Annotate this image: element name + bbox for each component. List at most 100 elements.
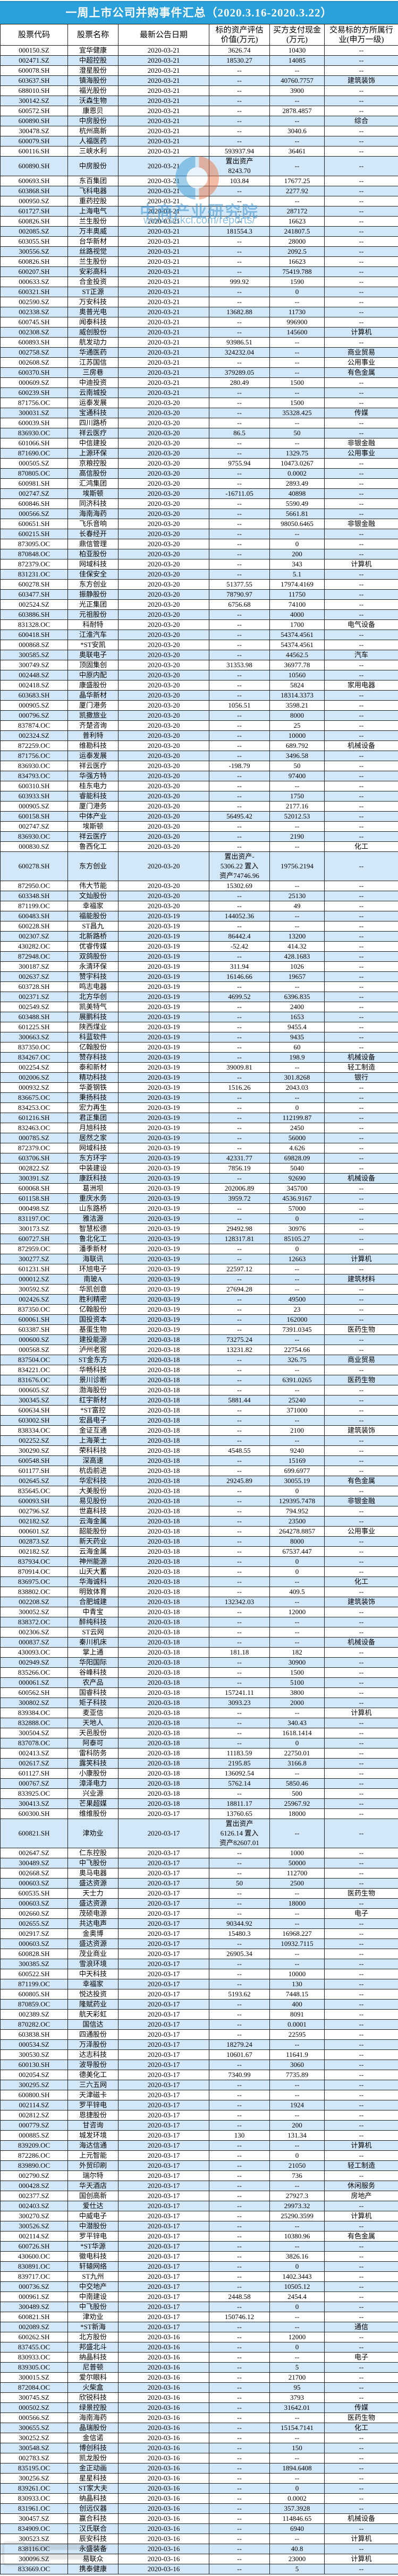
cell-stock-name: 秦川机床 <box>67 1637 118 1648</box>
cell-cash-paid: -- <box>269 1888 325 1899</box>
table-row: 300530.SZ 达志科技 2020-03-17 10601.67 11641.9 -- <box>0 2049 398 2060</box>
cell-announce-date: 2020-03-17 <box>118 1959 209 1969</box>
cell-industry: -- <box>324 418 398 428</box>
cell-announce-date: 2020-03-19 <box>118 1002 209 1012</box>
cell-stock-code: 000150.SZ <box>0 45 68 56</box>
cell-cash-paid: 16623 <box>269 216 325 227</box>
cell-stock-name: 万泽股份 <box>67 2039 118 2050</box>
cell-industry: -- <box>324 720 398 731</box>
cell-stock-name: 中飞股份 <box>67 2302 118 2312</box>
cell-industry: -- <box>324 1022 398 1032</box>
cell-stock-code: 600215.SH <box>0 529 68 539</box>
cell-asset-value: -- <box>209 2493 270 2504</box>
cell-asset-value: -- <box>209 1355 270 1365</box>
cell-announce-date: 2020-03-20 <box>118 821 209 832</box>
cell-announce-date: 2020-03-17 <box>118 2130 209 2141</box>
cell-stock-code: 000498.SZ <box>0 1203 68 1214</box>
cell-cash-paid: -- <box>269 2110 325 2121</box>
cell-asset-value: -- <box>209 2009 270 2020</box>
cell-stock-name: 奥普光电 <box>67 307 118 317</box>
cell-announce-date: 2020-03-20 <box>118 851 209 881</box>
table-row: 000885.SZ 城发环境 2020-03-17 130 131.34 -- <box>0 2130 398 2141</box>
cell-industry: -- <box>324 2483 398 2494</box>
cell-industry: -- <box>324 1979 398 1989</box>
cell-cash-paid: 9240 <box>269 1445 325 1456</box>
cell-stock-name: 华通医药 <box>67 347 118 358</box>
cell-industry: -- <box>324 216 398 227</box>
cell-stock-code: 002747.SZ <box>0 821 68 832</box>
cell-stock-name: 恩捷股份 <box>67 2110 118 2121</box>
cell-asset-value: -52.42 <box>209 941 270 952</box>
cell-stock-name: 中原内配 <box>67 670 118 680</box>
table-row: 600821.SH 津劝业 2020-03-17 置出资产 6126.14 置入 资产… <box>0 1819 398 1848</box>
cell-cash-paid: 0 <box>269 539 325 549</box>
cell-cash-paid: -- <box>269 1959 325 1969</box>
cell-stock-name: 华海诚科 <box>67 1576 118 1587</box>
cell-announce-date: 2020-03-19 <box>118 1244 209 1254</box>
cell-stock-name: 金奥博 <box>67 1928 118 1939</box>
cell-stock-name: 瑞尔特 <box>67 2170 118 2181</box>
cell-announce-date: 2020-03-21 <box>118 65 209 76</box>
table-row: 871199.OC 幸福家 2020-03-17 -- 130 -- <box>0 1979 398 1989</box>
cell-stock-code: 831961.OC <box>0 2503 68 2514</box>
cell-cash-paid: 30900 <box>269 1657 325 1668</box>
cell-announce-date: 2020-03-16 <box>118 2352 209 2363</box>
cell-asset-value: -- <box>209 2332 270 2342</box>
cell-cash-paid: 5850.46 <box>269 1778 325 1789</box>
cell-announce-date: 2020-03-17 <box>118 2009 209 2020</box>
cell-cash-paid: 57000 <box>269 1203 325 1214</box>
cell-announce-date: 2020-03-18 <box>118 1788 209 1799</box>
cell-industry: -- <box>324 196 398 206</box>
cell-stock-code: 300478.SZ <box>0 126 68 136</box>
cell-stock-name: 凯龙股份 <box>67 2453 118 2463</box>
cell-cash-paid: -- <box>269 1908 325 1919</box>
cell-stock-name: 新天药业 <box>67 1536 118 1547</box>
table-row: 300745.SZ 欣锐科技 2020-03-16 -- 3793 -- <box>0 2392 398 2403</box>
cell-industry: -- <box>324 851 398 881</box>
table-row: 300749.SZ 顶固集创 2020-03-20 31353.98 36977.78-… <box>0 660 398 670</box>
cell-stock-code: 002471.SZ <box>0 55 68 66</box>
cell-cash-paid: -- <box>269 2221 325 2232</box>
cell-announce-date: 2020-03-17 <box>118 2110 209 2121</box>
cell-announce-date: 2020-03-19 <box>118 1324 209 1335</box>
cell-industry: -- <box>324 1728 398 1738</box>
cell-cash-paid: 736 <box>269 2170 325 2181</box>
cell-cash-paid: 3496.58 <box>269 751 325 761</box>
cell-stock-code: 002182.SZ <box>0 1546 68 1557</box>
cell-stock-name: 上元智能 <box>67 2150 118 2161</box>
cell-stock-code: 836930.OC <box>0 831 68 842</box>
table-row: 002403.SZ 爱仕达 2020-03-17 -- 29973.32 -- <box>0 2201 398 2211</box>
cell-industry: -- <box>324 961 398 972</box>
cell-announce-date: 2020-03-17 <box>118 1808 209 1819</box>
table-row: 600828.SH 茂业商业 2020-03-17 26905.34 -- -- <box>0 1949 398 1959</box>
cell-stock-code: 834221.OC <box>0 1365 68 1375</box>
cell-announce-date: 2020-03-20 <box>118 408 209 418</box>
cell-stock-code: 600321.SH <box>0 287 68 297</box>
cell-stock-name: 华强方特 <box>67 771 118 781</box>
cell-stock-name: 赞存科技 <box>67 1052 118 1063</box>
cell-stock-name: 亿翰股份 <box>67 1042 118 1053</box>
cell-announce-date: 2020-03-21 <box>118 377 209 388</box>
cell-asset-value: -- <box>209 891 270 901</box>
cell-stock-code: 837504.OC <box>0 1355 68 1365</box>
cell-industry: 电气设备 <box>324 619 398 630</box>
cell-announce-date: 2020-03-18 <box>118 1677 209 1688</box>
table-row: 600310.SH 桂东电力 2020-03-20 -- -- -- <box>0 781 398 791</box>
table-row: 002114.SZ 罗平锌电 2020-03-17 -- 10380.96 有色金属 <box>0 2231 398 2242</box>
cell-cash-paid: 2100 <box>269 1425 325 1436</box>
cell-stock-code: 838334.OC <box>0 1425 68 1436</box>
cell-stock-code: 300802.SZ <box>0 1698 68 1708</box>
cell-industry: -- <box>324 569 398 580</box>
cell-stock-name: 福光股份 <box>67 85 118 96</box>
cell-stock-name: 飞科电器 <box>67 186 118 196</box>
cell-industry: -- <box>324 458 398 469</box>
table-row: 836930.OC 祥云医疗 2020-03-20 -198.79 50 -- <box>0 761 398 771</box>
cell-cash-paid: 19756.2194 <box>269 851 325 881</box>
cell-cash-paid: 8000 <box>269 710 325 721</box>
cell-stock-code: 600130.SH <box>0 2060 68 2070</box>
cell-stock-name: ST正源 <box>67 287 118 297</box>
table-row: 002747.SZ 埃斯顿 2020-03-20 -- -- -- <box>0 821 398 832</box>
cell-stock-code: 839717.OC <box>0 2271 68 2282</box>
cell-industry: -- <box>324 1698 398 1708</box>
cell-stock-name: 汉氏联合 <box>67 2523 118 2534</box>
